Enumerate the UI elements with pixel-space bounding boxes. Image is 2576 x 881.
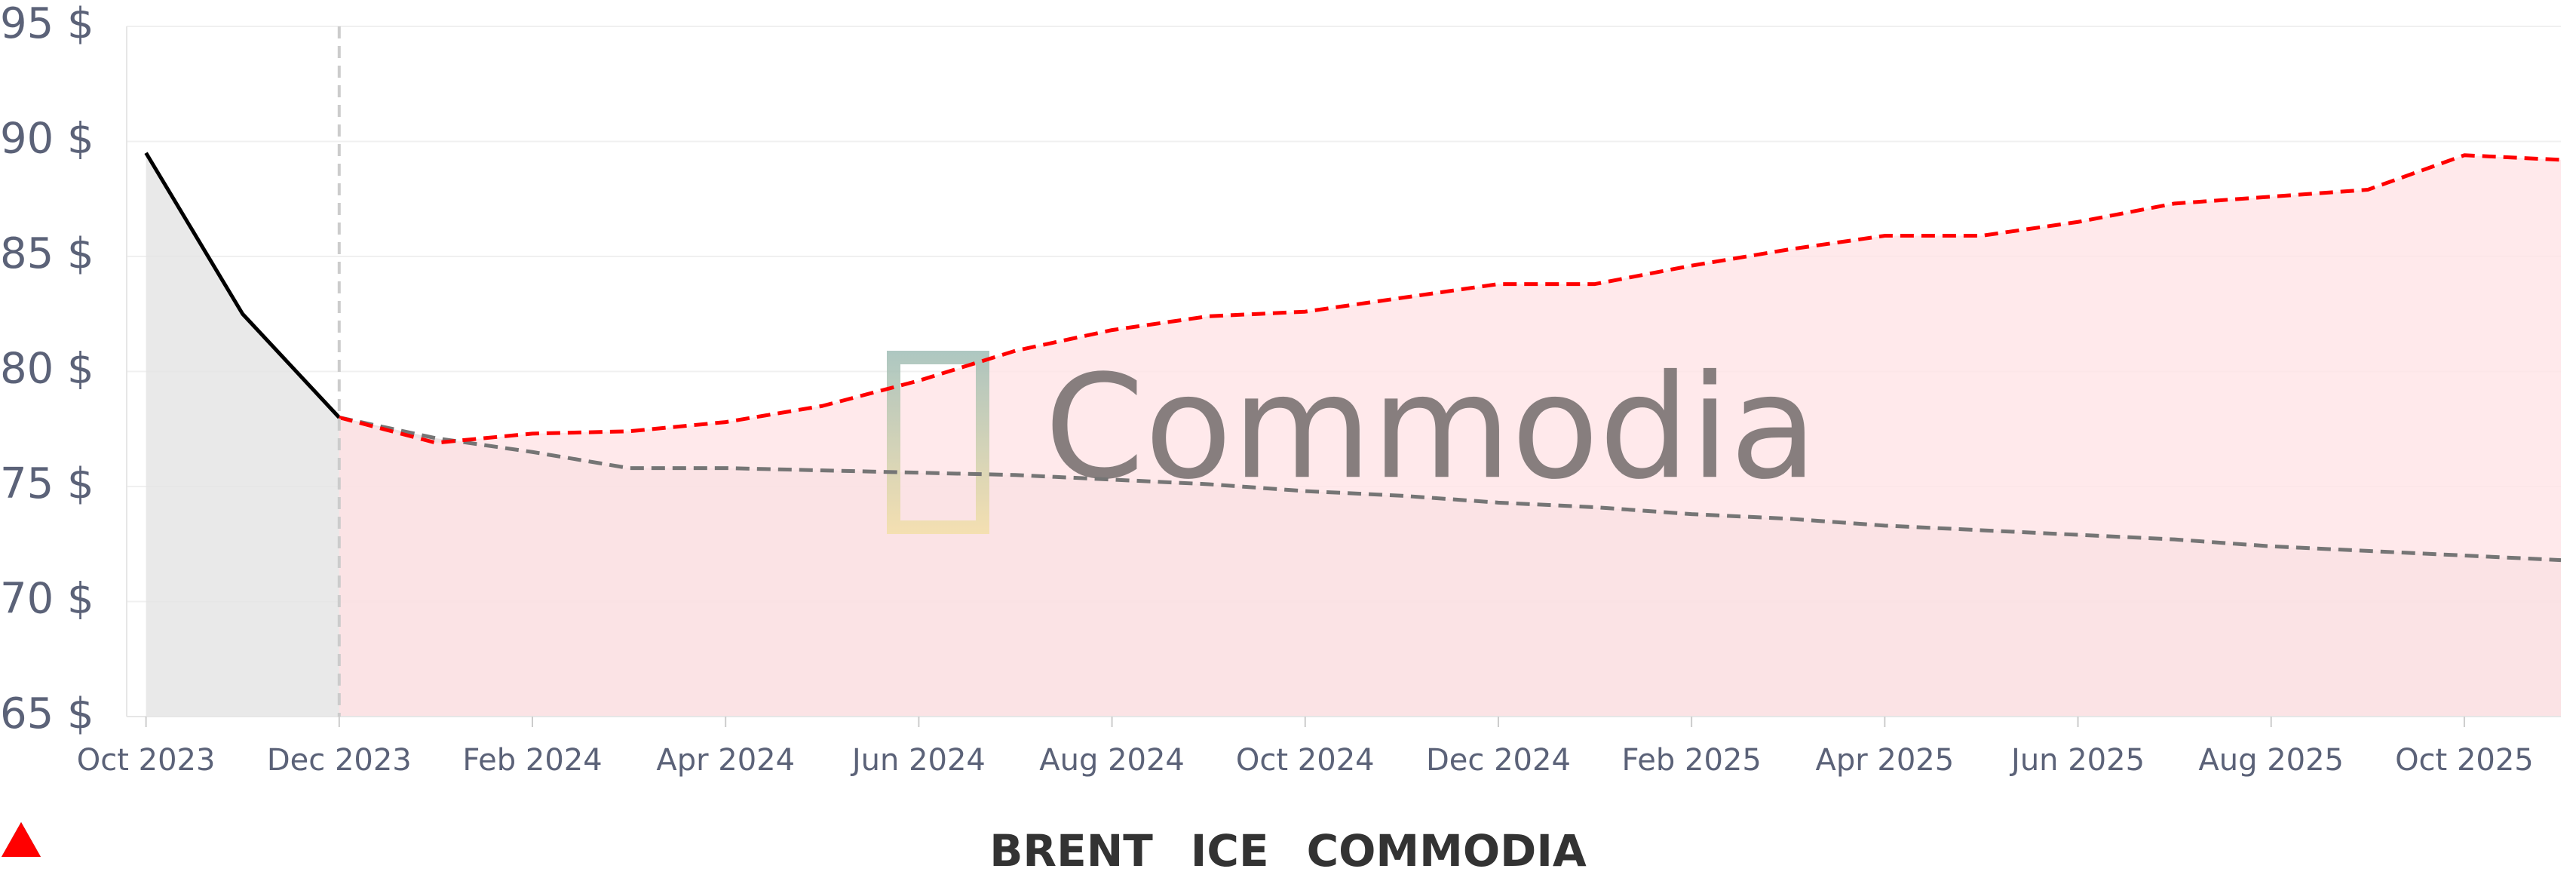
- x-tick-label: Apr 2024: [656, 743, 795, 778]
- legend-label: COMMODIA: [1306, 825, 1587, 876]
- watermark-icon: [887, 351, 989, 534]
- y-tick-label: 80 $: [0, 345, 94, 394]
- y-tick-label: 95 $: [0, 0, 94, 48]
- x-tick-label: Apr 2025: [1815, 743, 1954, 778]
- x-tick-label: Dec 2024: [1426, 743, 1571, 778]
- series-line: [339, 153, 2562, 445]
- series-line: [144, 152, 341, 419]
- y-tick-label: 75 $: [0, 459, 94, 508]
- x-tick-label: Aug 2025: [2198, 743, 2344, 778]
- series-area: [146, 152, 339, 717]
- legend-item[interactable]: COMMODIA: [2, 822, 1587, 876]
- x-tick-label: Jun 2024: [850, 743, 986, 778]
- legend: BRENT ICE COMMODIA: [0, 821, 2576, 881]
- x-tick-label: Dec 2023: [267, 743, 412, 778]
- x-tick-label: Aug 2024: [1039, 743, 1185, 778]
- y-tick-label: 70 $: [0, 575, 94, 624]
- legend-label: BRENT: [989, 825, 1153, 876]
- legend-item[interactable]: ICE: [2, 822, 1269, 876]
- legend-label: ICE: [1190, 825, 1269, 876]
- y-tick-label: 65 $: [0, 689, 94, 738]
- y-tick-label: 85 $: [0, 229, 94, 278]
- y-tick-label: 90 $: [0, 115, 94, 164]
- legend-marker: [2, 822, 41, 857]
- series-area: [339, 155, 2561, 717]
- x-tick-label: Oct 2023: [77, 743, 216, 778]
- legend-item[interactable]: BRENT: [2, 822, 1153, 876]
- x-tick-label: Feb 2024: [462, 743, 602, 778]
- watermark: Commodia: [1044, 344, 1817, 511]
- chart: Commodia 65 $ 70 $ 75 $ 80 $ 85 $ 90 $ 95 $ Oct…: [0, 0, 2562, 778]
- legend-triangle: [2, 822, 41, 857]
- x-tick-label: Feb 2025: [1621, 743, 1761, 778]
- x-tick-label: Oct 2025: [2395, 743, 2534, 778]
- x-tick-label: Jun 2025: [2009, 743, 2145, 778]
- x-tick-label: Oct 2024: [1236, 743, 1375, 778]
